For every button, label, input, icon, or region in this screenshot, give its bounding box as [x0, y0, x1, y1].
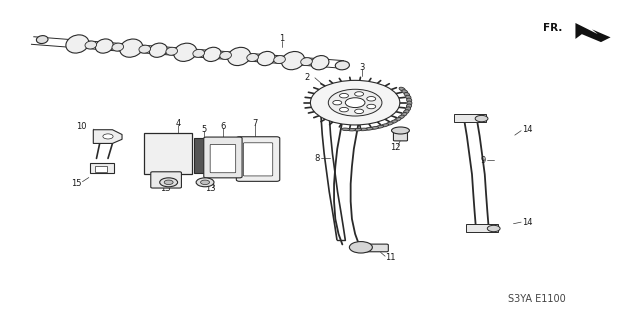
- Text: 15: 15: [71, 180, 81, 188]
- Ellipse shape: [371, 126, 378, 129]
- Circle shape: [164, 180, 173, 185]
- Ellipse shape: [193, 49, 204, 57]
- Ellipse shape: [390, 120, 397, 123]
- Text: 5: 5: [201, 125, 206, 134]
- Text: 14: 14: [522, 125, 532, 134]
- Ellipse shape: [85, 41, 97, 49]
- Ellipse shape: [403, 110, 409, 114]
- Ellipse shape: [274, 56, 285, 64]
- Ellipse shape: [365, 127, 373, 130]
- Circle shape: [367, 104, 376, 109]
- Circle shape: [103, 134, 113, 139]
- Ellipse shape: [139, 45, 150, 53]
- Ellipse shape: [353, 128, 362, 131]
- Text: 3: 3: [359, 63, 364, 72]
- Ellipse shape: [301, 58, 312, 66]
- Text: 10: 10: [77, 122, 87, 131]
- Ellipse shape: [398, 115, 404, 119]
- Text: 13: 13: [205, 184, 216, 193]
- Ellipse shape: [342, 128, 350, 131]
- Text: 12: 12: [390, 143, 401, 152]
- Ellipse shape: [282, 52, 305, 70]
- Text: 7: 7: [252, 119, 257, 128]
- FancyBboxPatch shape: [236, 137, 280, 181]
- Polygon shape: [575, 23, 611, 42]
- Circle shape: [367, 97, 376, 101]
- Text: 9: 9: [480, 156, 486, 164]
- Polygon shape: [467, 224, 498, 232]
- FancyBboxPatch shape: [360, 244, 388, 252]
- Ellipse shape: [166, 47, 177, 55]
- Circle shape: [487, 225, 500, 232]
- Ellipse shape: [359, 128, 367, 131]
- FancyBboxPatch shape: [151, 172, 181, 188]
- Text: 13: 13: [160, 184, 171, 193]
- Text: S3YA E1100: S3YA E1100: [508, 293, 566, 304]
- Circle shape: [349, 242, 372, 253]
- Ellipse shape: [335, 61, 349, 70]
- Polygon shape: [90, 163, 115, 173]
- Polygon shape: [93, 130, 122, 143]
- Text: 11: 11: [385, 253, 396, 262]
- Circle shape: [346, 98, 365, 108]
- Ellipse shape: [407, 101, 412, 105]
- Ellipse shape: [395, 117, 401, 121]
- Ellipse shape: [399, 87, 405, 91]
- Ellipse shape: [381, 124, 388, 127]
- Ellipse shape: [406, 95, 411, 99]
- Ellipse shape: [149, 43, 167, 57]
- Circle shape: [333, 100, 342, 105]
- Circle shape: [196, 178, 214, 187]
- Ellipse shape: [404, 92, 410, 96]
- FancyBboxPatch shape: [204, 137, 242, 178]
- Ellipse shape: [173, 43, 196, 61]
- Ellipse shape: [406, 98, 412, 102]
- FancyBboxPatch shape: [210, 144, 236, 173]
- Circle shape: [339, 108, 348, 112]
- Ellipse shape: [203, 47, 221, 61]
- Ellipse shape: [36, 36, 48, 44]
- Text: 1: 1: [279, 35, 284, 44]
- Text: 8: 8: [314, 154, 319, 163]
- Ellipse shape: [66, 35, 89, 53]
- Ellipse shape: [247, 53, 259, 61]
- Circle shape: [328, 89, 382, 116]
- FancyBboxPatch shape: [194, 138, 204, 173]
- Ellipse shape: [405, 107, 411, 111]
- Text: 6: 6: [220, 122, 226, 131]
- Ellipse shape: [228, 47, 251, 66]
- Ellipse shape: [386, 122, 393, 125]
- FancyBboxPatch shape: [145, 133, 192, 174]
- Ellipse shape: [376, 125, 384, 128]
- FancyBboxPatch shape: [95, 166, 107, 172]
- Text: 14: 14: [522, 218, 532, 227]
- Circle shape: [310, 80, 400, 125]
- Ellipse shape: [392, 127, 410, 134]
- Polygon shape: [454, 114, 486, 122]
- Ellipse shape: [406, 104, 412, 108]
- Circle shape: [160, 178, 177, 187]
- Circle shape: [475, 116, 488, 122]
- Ellipse shape: [402, 90, 408, 94]
- Ellipse shape: [120, 39, 143, 57]
- Ellipse shape: [112, 43, 124, 51]
- Text: FR.: FR.: [543, 23, 563, 33]
- Circle shape: [339, 93, 348, 98]
- Ellipse shape: [311, 56, 329, 70]
- Ellipse shape: [401, 112, 407, 116]
- Circle shape: [355, 109, 364, 114]
- Text: 2: 2: [305, 73, 310, 82]
- Circle shape: [355, 92, 364, 96]
- Ellipse shape: [220, 52, 232, 60]
- FancyBboxPatch shape: [243, 143, 273, 176]
- Ellipse shape: [257, 52, 275, 66]
- Circle shape: [200, 180, 209, 185]
- Ellipse shape: [95, 39, 113, 53]
- Text: 4: 4: [175, 119, 181, 128]
- Ellipse shape: [348, 128, 356, 131]
- FancyBboxPatch shape: [394, 131, 408, 141]
